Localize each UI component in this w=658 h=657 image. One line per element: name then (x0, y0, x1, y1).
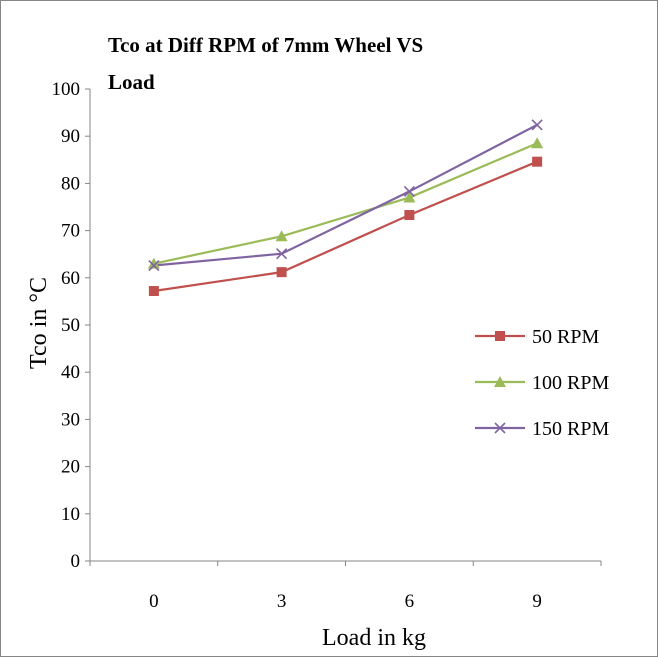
x-tick-label: 0 (149, 591, 159, 612)
series-line (153, 160, 538, 293)
legend-label: 50 RPM (532, 326, 599, 348)
y-tick-label: 30 (61, 409, 80, 430)
legend-marker (494, 422, 506, 434)
y-tick-label: 10 (61, 504, 80, 525)
y-tick-label: 20 (61, 457, 80, 478)
legend: 50 RPM 100 RPM 150 RPM (475, 326, 609, 440)
data-point (276, 248, 288, 260)
legend-label: 150 RPM (532, 418, 609, 440)
x-axis-title: Load in kg (322, 625, 426, 651)
y-tick-label: 0 (71, 551, 81, 572)
y-tick-label: 100 (52, 79, 81, 100)
axes: 0 10 20 30 40 50 60 70 80 90 100 0 3 6 9 (52, 79, 602, 612)
data-point (532, 156, 543, 167)
data-point (148, 259, 160, 272)
x-tick-label: 9 (532, 591, 542, 612)
y-axis-title: Tco in °C (26, 277, 52, 369)
data-point (403, 191, 416, 203)
y-tick-label: 80 (61, 173, 80, 194)
data-point (147, 257, 160, 269)
data-point (403, 185, 415, 197)
data-point (531, 137, 544, 149)
legend-marker (494, 376, 506, 387)
x-tick-label: 3 (277, 591, 287, 612)
data-point (404, 210, 415, 221)
series-layer (147, 119, 544, 297)
series-line (153, 142, 538, 265)
chart-title-line-1: Tco at Diff RPM of 7mm Wheel VS (108, 33, 423, 57)
data-point (276, 267, 287, 278)
data-point (148, 286, 159, 297)
legend-label: 100 RPM (532, 372, 609, 394)
series-line (153, 123, 538, 267)
data-point (275, 230, 288, 242)
chart-title-line-2: Load (108, 70, 155, 94)
legend-marker (495, 331, 505, 341)
y-tick-label: 50 (61, 315, 80, 336)
data-point (531, 119, 543, 131)
x-tick-label: 6 (405, 591, 415, 612)
y-tick-label: 40 (61, 362, 80, 383)
y-tick-label: 60 (61, 268, 80, 289)
y-tick-label: 90 (61, 126, 80, 147)
y-tick-label: 70 (61, 221, 80, 242)
